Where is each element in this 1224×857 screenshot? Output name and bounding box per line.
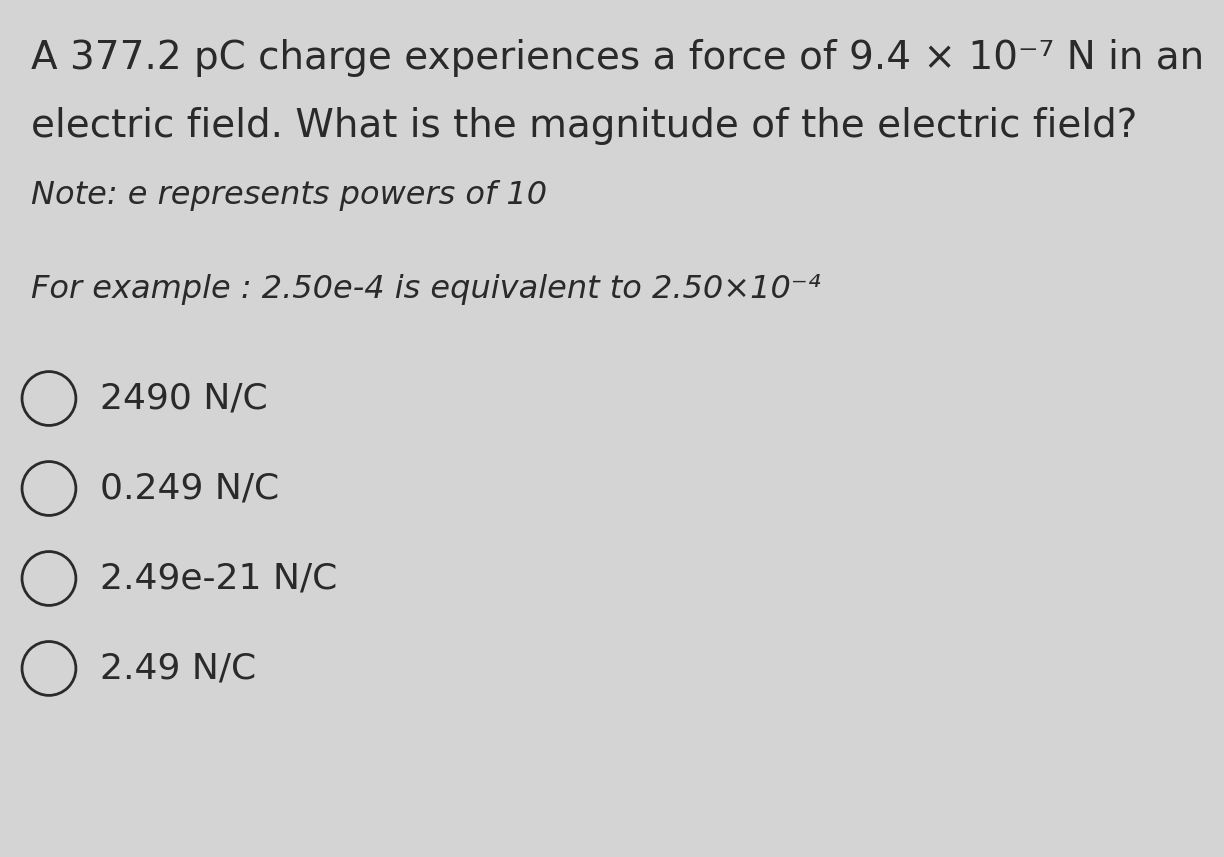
Text: electric field. What is the magnitude of the electric field?: electric field. What is the magnitude of…	[31, 107, 1137, 145]
Text: 2490 N/C: 2490 N/C	[100, 381, 268, 416]
Text: A 377.2 pC charge experiences a force of 9.4 × 10⁻⁷ N in an: A 377.2 pC charge experiences a force of…	[31, 39, 1203, 76]
Text: Note: e represents powers of 10: Note: e represents powers of 10	[31, 180, 547, 211]
Text: 2.49e-21 N/C: 2.49e-21 N/C	[100, 561, 338, 596]
Text: 0.249 N/C: 0.249 N/C	[100, 471, 279, 506]
Text: 2.49 N/C: 2.49 N/C	[100, 651, 257, 686]
Text: For example : 2.50e-4 is equivalent to 2.50×10⁻⁴: For example : 2.50e-4 is equivalent to 2…	[31, 274, 820, 305]
